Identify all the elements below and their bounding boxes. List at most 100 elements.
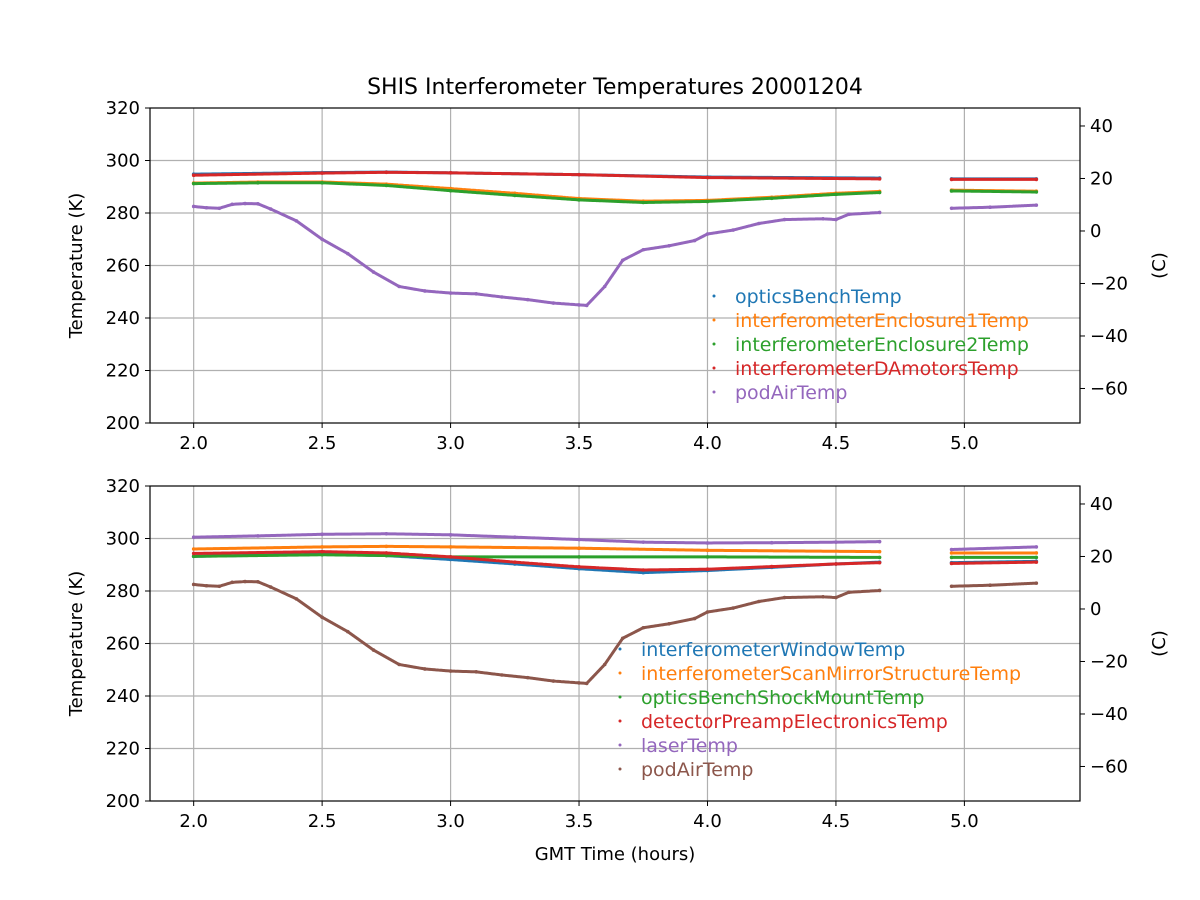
data-point [834,595,838,600]
data-point [1034,555,1039,560]
data-point [191,582,196,587]
x-tick-label: 2.5 [308,433,337,454]
data-point [988,583,992,588]
data-point [877,549,882,554]
data-point [551,301,556,305]
data-point [769,540,774,545]
data-point [384,553,389,558]
data-point [877,190,882,195]
y2-tick-label: −40 [1090,326,1128,347]
series-laserTemp [191,531,1039,552]
data-point [769,564,774,569]
data-point [513,535,517,539]
legend-entry: detectorPreampElectronicsTemp [641,711,948,733]
data-point [757,599,761,604]
data-point [448,557,453,562]
series-trace [950,545,1038,552]
data-point [877,177,882,181]
secondary-y-axis-label: (C) [1149,252,1170,279]
data-point [230,202,235,207]
x-tick-label: 4.0 [693,433,722,454]
data-point [949,177,954,182]
data-point [346,629,350,634]
data-point [448,188,453,193]
y-tick-label: 320 [106,476,140,497]
data-point [243,579,247,584]
data-point [949,555,954,560]
data-point [191,554,196,559]
data-point [949,584,954,589]
y2-tick-label: −60 [1090,756,1128,777]
series-trace [192,181,882,204]
data-point [620,258,625,263]
y2-tick-label: 0 [1090,599,1101,620]
data-point [397,284,402,289]
data-point [384,551,389,555]
y2-tick-label: −60 [1090,378,1128,399]
data-point [641,625,646,630]
y-tick-label: 300 [106,151,140,172]
legend-entry: podAirTemp [641,759,753,781]
y-tick-label: 200 [106,791,140,812]
x-tick-label: 3.0 [436,811,465,832]
data-point [731,228,735,232]
data-point [371,648,376,652]
data-point [474,670,479,674]
series-trace [192,532,882,545]
data-point [705,175,710,180]
data-point [705,199,710,204]
data-point [1034,203,1039,207]
x-tick-label: 2.5 [308,811,337,832]
data-point [243,201,247,206]
series-podAirTemp [191,201,1039,308]
y-axis-label: Temperature (K) [66,193,87,340]
data-point [731,606,735,610]
series-trace [950,189,1038,194]
data-point [602,284,607,289]
data-point [1034,190,1039,194]
data-point [577,565,581,569]
data-point [551,679,556,683]
data-point [513,560,517,564]
data-point [320,615,324,620]
legend-marker [712,366,716,370]
data-point [641,540,646,544]
data-point [230,580,235,585]
legend-entry: opticsBenchTemp [735,286,902,308]
grid-lines [150,108,1080,423]
data-point [834,540,838,544]
x-tick-label: 4.0 [693,811,722,832]
y2-tick-label: 20 [1090,546,1113,567]
data-point [1034,551,1039,555]
bottom-panel: 2.0 2.5 3.0 3.5 4.0 4.5 5.02002202402602803003… [66,476,1170,832]
data-point [667,622,671,626]
x-tick-label: 3.5 [565,811,594,832]
axis-ticks: 2.0 2.5 3.0 3.5 4.0 4.5 5.02002202402602803003… [106,476,1128,832]
data-point [448,545,453,549]
data-point [577,172,581,177]
data-point [384,531,389,536]
data-point [705,567,710,572]
legend-marker [712,294,716,298]
data-point [256,580,260,584]
series-interferometerEnclosure2Temp [191,181,1039,205]
data-point [384,544,389,549]
series-interferometerScanMirrorStructureTemp [191,544,1039,555]
data-point [320,532,324,537]
data-point [500,673,504,677]
y2-tick-label: −20 [1090,651,1128,672]
data-point [821,216,825,221]
data-point [1034,545,1039,549]
data-point [256,181,260,185]
data-point [268,585,273,589]
legend-marker [712,342,716,346]
data-point [577,546,581,551]
data-point [1034,177,1039,182]
data-point [191,173,196,177]
data-point [397,662,402,667]
data-point [641,200,646,205]
data-point [782,595,787,600]
data-point [667,244,671,248]
y-tick-label: 240 [106,308,140,329]
